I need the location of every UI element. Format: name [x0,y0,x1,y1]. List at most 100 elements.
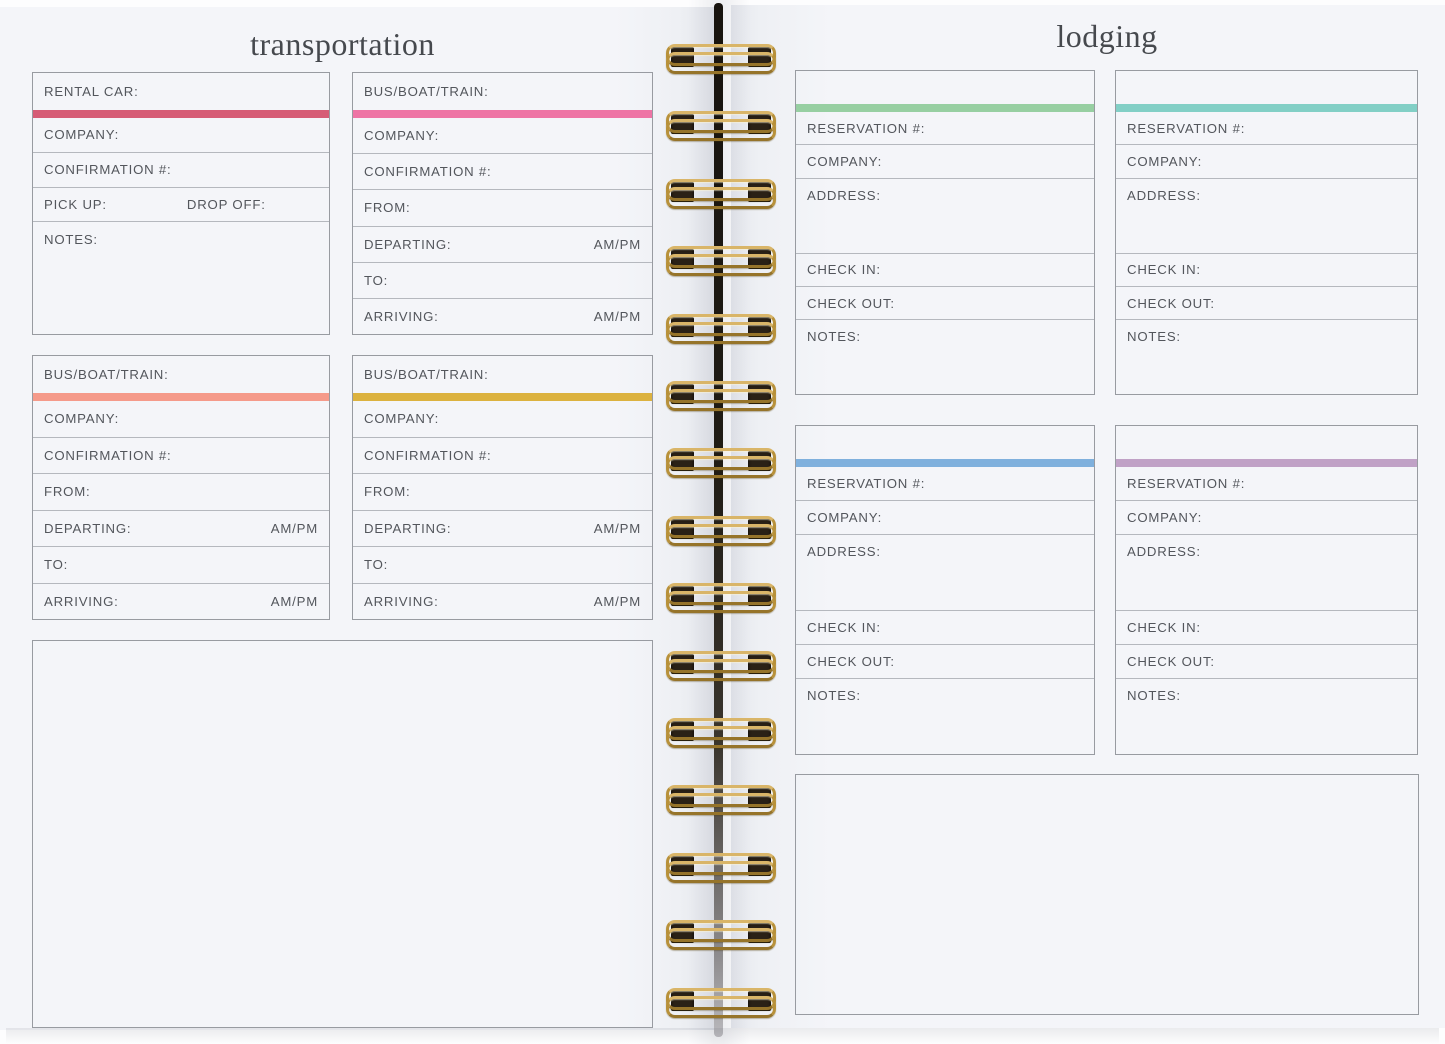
row-notes: NOTES: [796,319,1094,394]
row-departing: DEPARTING: AM/PM [353,509,652,547]
box-rows: RESERVATION #: COMPANY: ADDRESS: CHECK IN: C… [1116,467,1417,754]
box-header-label: BUS/BOAT/TRAIN: [364,84,489,99]
row-company: COMPANY: [796,500,1094,534]
field-label: COMPANY: [364,128,440,144]
field-label: DROP OFF: [186,197,266,213]
accent-bar [353,110,652,118]
field-label: FROM: [44,484,91,500]
accent-bar [33,393,329,401]
row-departing: DEPARTING: AM/PM [353,225,652,262]
accent-bar [353,393,652,401]
form-box-lodging-2: RESERVATION #: COMPANY: ADDRESS: CHECK IN: C… [1115,70,1418,395]
field-label: AM/PM [593,520,641,536]
form-box-lodging-4: RESERVATION #: COMPANY: ADDRESS: CHECK IN: C… [1115,425,1418,755]
row-address: ADDRESS: [1116,534,1417,610]
accent-bar [1116,459,1417,467]
box-header [796,71,1094,104]
row-company: COMPANY: [353,118,652,153]
field-label: COMPANY: [807,510,883,525]
box-header: BUS/BOAT/TRAIN: [353,356,652,393]
field-label: AM/PM [593,593,641,609]
field-label: CHECK OUT: [807,654,895,669]
binding-wire [666,658,776,681]
form-box-bus-boat-train-2: BUS/BOAT/TRAIN: COMPANY: CONFIRMATION #: FR… [32,355,330,620]
field-label: ARRIVING: [44,593,119,609]
field-label: NOTES: [44,232,98,248]
binding-wire [666,793,776,816]
row-departing: DEPARTING: AM/PM [33,509,329,547]
binding-wire [666,928,776,951]
field-label: FROM: [364,484,411,500]
form-box-bus-boat-train-3: BUS/BOAT/TRAIN: COMPANY: CONFIRMATION #: FR… [352,355,653,620]
field-label: ADDRESS: [807,187,881,203]
box-rows: COMPANY: CONFIRMATION #: FROM: DEPARTING: AM… [33,401,329,619]
row-from: FROM: [353,189,652,225]
row-check-in: CHECK IN: [1116,252,1417,286]
form-box-bus-boat-train-1: BUS/BOAT/TRAIN: COMPANY: CONFIRMATION #: FR… [352,72,653,335]
field-label: ADDRESS: [807,544,881,559]
binding-loop [666,718,776,748]
binding-loop [666,920,776,951]
row-notes: NOTES: [33,221,329,334]
field-label: CONFIRMATION #: [364,164,492,180]
lodging-notes-area [795,774,1419,1015]
field-label: NOTES: [1127,329,1181,345]
field-label: PICK UP: [44,197,107,213]
box-rows: RESERVATION #: COMPANY: ADDRESS: CHECK IN: C… [796,467,1094,754]
field-label: AM/PM [593,308,641,324]
binding-wire [666,860,776,883]
binding-loop [666,246,776,277]
box-rows: COMPANY: CONFIRMATION #: FROM: DEPARTING: AM… [353,118,652,334]
box-header: BUS/BOAT/TRAIN: [353,73,652,110]
field-label: TO: [364,272,389,288]
field-label: FROM: [364,200,411,216]
field-label: CHECK IN: [1127,620,1201,635]
row-to: TO: [353,261,652,298]
field-label: COMPANY: [1127,154,1203,170]
box-rows: RESERVATION #: COMPANY: ADDRESS: CHECK IN: C… [796,112,1094,394]
binding-wire [666,726,776,748]
row-to: TO: [33,546,329,583]
binding-loop [666,583,776,614]
binding-loop [666,987,776,1018]
binding-loop [666,650,776,681]
binding-loop [666,44,776,74]
box-header-label: BUS/BOAT/TRAIN: [364,367,489,382]
binding-wire [666,119,776,142]
field-label: DEPARTING: [364,520,452,536]
field-label: AM/PM [270,520,318,536]
page-gutter [714,3,723,1037]
form-box-rental-car: RENTAL CAR: COMPANY: CONFIRMATION #: PICK U… [32,72,330,335]
row-company: COMPANY: [796,144,1094,177]
field-label: ADDRESS: [1127,544,1201,559]
accent-bar [796,459,1094,467]
binding-wire [666,995,776,1018]
field-label: RESERVATION #: [1127,476,1246,491]
row-company: COMPANY: [353,401,652,437]
field-label: RESERVATION #: [807,120,926,136]
row-reservation: RESERVATION #: [1116,112,1417,144]
field-label: CHECK OUT: [1127,654,1215,669]
box-header: BUS/BOAT/TRAIN: [33,356,329,393]
row-from: FROM: [33,473,329,510]
row-confirmation: CONFIRMATION #: [33,151,329,187]
field-label: COMPANY: [44,127,120,143]
row-check-out: CHECK OUT: [1116,285,1417,319]
row-from: FROM: [353,473,652,510]
field-label: CHECK IN: [807,620,881,635]
field-label: AM/PM [270,593,318,609]
binding-loop [666,448,776,479]
lodging-title: lodging [1056,18,1158,54]
row-arriving: ARRIVING: AM/PM [353,297,652,334]
transportation-notes-area [32,640,653,1028]
row-address: ADDRESS: [1116,177,1417,253]
field-label: NOTES: [1127,688,1181,703]
field-label: CHECK OUT: [1127,295,1215,311]
binding-wire [666,523,776,546]
page-bottom-shadow [6,1028,1439,1044]
form-box-lodging-3: RESERVATION #: COMPANY: ADDRESS: CHECK IN: C… [795,425,1095,755]
box-rows: COMPANY: CONFIRMATION #: FROM: DEPARTING: AM… [353,401,652,619]
field-label: COMPANY: [807,154,883,170]
box-header [796,426,1094,459]
field-label: CHECK OUT: [807,295,895,311]
